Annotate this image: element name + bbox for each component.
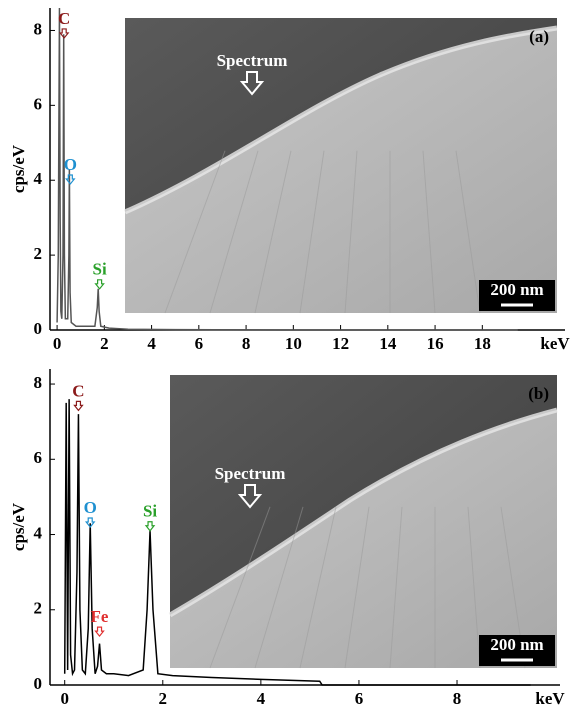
y-tick-label: 6 <box>34 94 43 113</box>
y-tick-label: 8 <box>34 373 43 392</box>
x-tick-label: 18 <box>474 334 491 353</box>
peak-arrow <box>96 627 104 636</box>
x-tick-label: 16 <box>427 334 444 353</box>
peak-label: O <box>64 155 77 174</box>
y-axis-label: cps/eV <box>9 144 28 193</box>
peak-label: Si <box>143 502 157 521</box>
inset-image: (b) Spectrum 200 nm <box>170 375 557 668</box>
peak-label: O <box>84 498 97 517</box>
x-tick-label: 14 <box>379 334 397 353</box>
y-tick-label: 6 <box>34 448 43 467</box>
figure: (a) Spectrum 200 nm 0 2 4 6 8 0 2 4 6 8 10 12 14 16 18 keV… <box>0 0 575 716</box>
y-tick-label: 8 <box>34 19 43 38</box>
x-tick-label: 12 <box>332 334 349 353</box>
x-tick-label: 2 <box>159 689 168 708</box>
y-tick-label: 0 <box>34 319 43 338</box>
scale-bar-label: 200 nm <box>490 280 543 299</box>
peak-arrow <box>66 175 74 184</box>
x-tick-label: 8 <box>242 334 251 353</box>
peak-label: C <box>72 381 84 400</box>
y-tick-label: 2 <box>34 599 43 618</box>
x-axis-label: keV <box>540 334 570 353</box>
x-tick-label: 0 <box>53 334 62 353</box>
peak-arrow <box>74 401 82 410</box>
peak-label: Fe <box>91 607 109 626</box>
y-tick-label: 4 <box>34 169 43 188</box>
panel-label: (b) <box>528 384 549 403</box>
peak-arrow <box>96 280 104 289</box>
peak-label: Si <box>93 260 107 279</box>
x-tick-label: 0 <box>60 689 69 708</box>
scale-bar-label: 200 nm <box>490 635 543 654</box>
peak-label: C <box>58 9 70 28</box>
peak-arrow <box>146 522 154 531</box>
x-tick-label: 8 <box>453 689 462 708</box>
x-tick-label: 2 <box>100 334 109 353</box>
x-tick-label: 10 <box>285 334 302 353</box>
x-tick-label: 6 <box>195 334 204 353</box>
x-tick-label: 4 <box>147 334 156 353</box>
x-tick-label: 6 <box>355 689 364 708</box>
y-tick-label: 4 <box>34 523 43 542</box>
x-tick-label: 4 <box>257 689 266 708</box>
y-tick-label: 0 <box>34 674 43 693</box>
y-axis-label: cps/eV <box>9 502 28 551</box>
spectrum-label: Spectrum <box>215 464 286 483</box>
inset-image: (a) Spectrum 200 nm <box>125 18 557 313</box>
panel-label: (a) <box>529 27 549 46</box>
y-tick-label: 2 <box>34 244 43 263</box>
x-axis-label: keV <box>535 689 565 708</box>
spectrum-label: Spectrum <box>217 51 288 70</box>
